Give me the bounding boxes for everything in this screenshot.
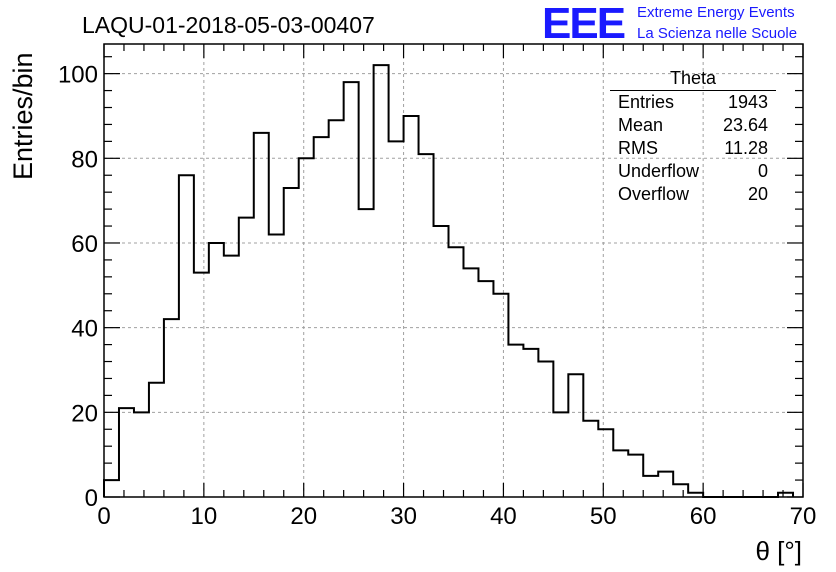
plot-frame [103, 43, 804, 498]
stats-value: 20 [747, 184, 768, 204]
y-axis-label: Entries/bin [8, 52, 38, 180]
x-tick-label: 10 [191, 503, 218, 530]
stats-value: 1943 [727, 92, 768, 112]
stats-label: Overflow [618, 184, 690, 204]
y-tick-label: 20 [71, 400, 98, 427]
x-tick-label: 60 [690, 503, 717, 530]
chart-title: LAQU-01-2018-05-03-00407 [82, 12, 375, 38]
x-tick-label: 40 [490, 503, 517, 530]
stats-value: 0 [757, 161, 768, 181]
stats-box: Theta Entries 1943 Mean 23.64 RMS 11.28 … [610, 68, 776, 206]
tick-labels: 0 10 20 30 40 50 60 70 0 20 40 60 80 100 [58, 62, 816, 530]
y-tick-label: 80 [71, 146, 98, 173]
stats-row-overflow: Overflow 20 [610, 183, 776, 206]
y-tick-label: 0 [85, 485, 98, 512]
x-tick-label: 20 [290, 503, 317, 530]
x-tick-label: 0 [97, 503, 110, 530]
axis-ticks [103, 44, 804, 498]
stats-label: Underflow [618, 161, 700, 181]
stats-value: 23.64 [722, 115, 768, 135]
stats-value: 11.28 [724, 138, 768, 158]
histogram-line [103, 64, 795, 498]
stats-row-entries: Entries 1943 [610, 91, 776, 114]
eee-logo: EEE [542, 0, 626, 48]
stats-title: Theta [610, 68, 776, 91]
x-tick-label: 70 [790, 503, 817, 530]
stats-label: RMS [618, 138, 658, 158]
y-tick-label: 60 [71, 231, 98, 258]
y-tick-label: 40 [71, 316, 98, 343]
y-tick-label: 100 [58, 62, 98, 89]
stats-row-underflow: Underflow 0 [610, 160, 776, 183]
stats-row-rms: RMS 11.28 [610, 137, 776, 160]
stats-label: Mean [618, 115, 664, 135]
logo-line-2: La Scienza nelle Scuole [637, 25, 798, 42]
x-tick-label: 30 [390, 503, 417, 530]
stats-row-mean: Mean 23.64 [610, 114, 776, 137]
x-axis-label: θ [°] [755, 536, 802, 566]
stats-label: Entries [618, 92, 675, 112]
logo-line-1: Extreme Energy Events [637, 4, 795, 21]
x-tick-label: 50 [590, 503, 617, 530]
